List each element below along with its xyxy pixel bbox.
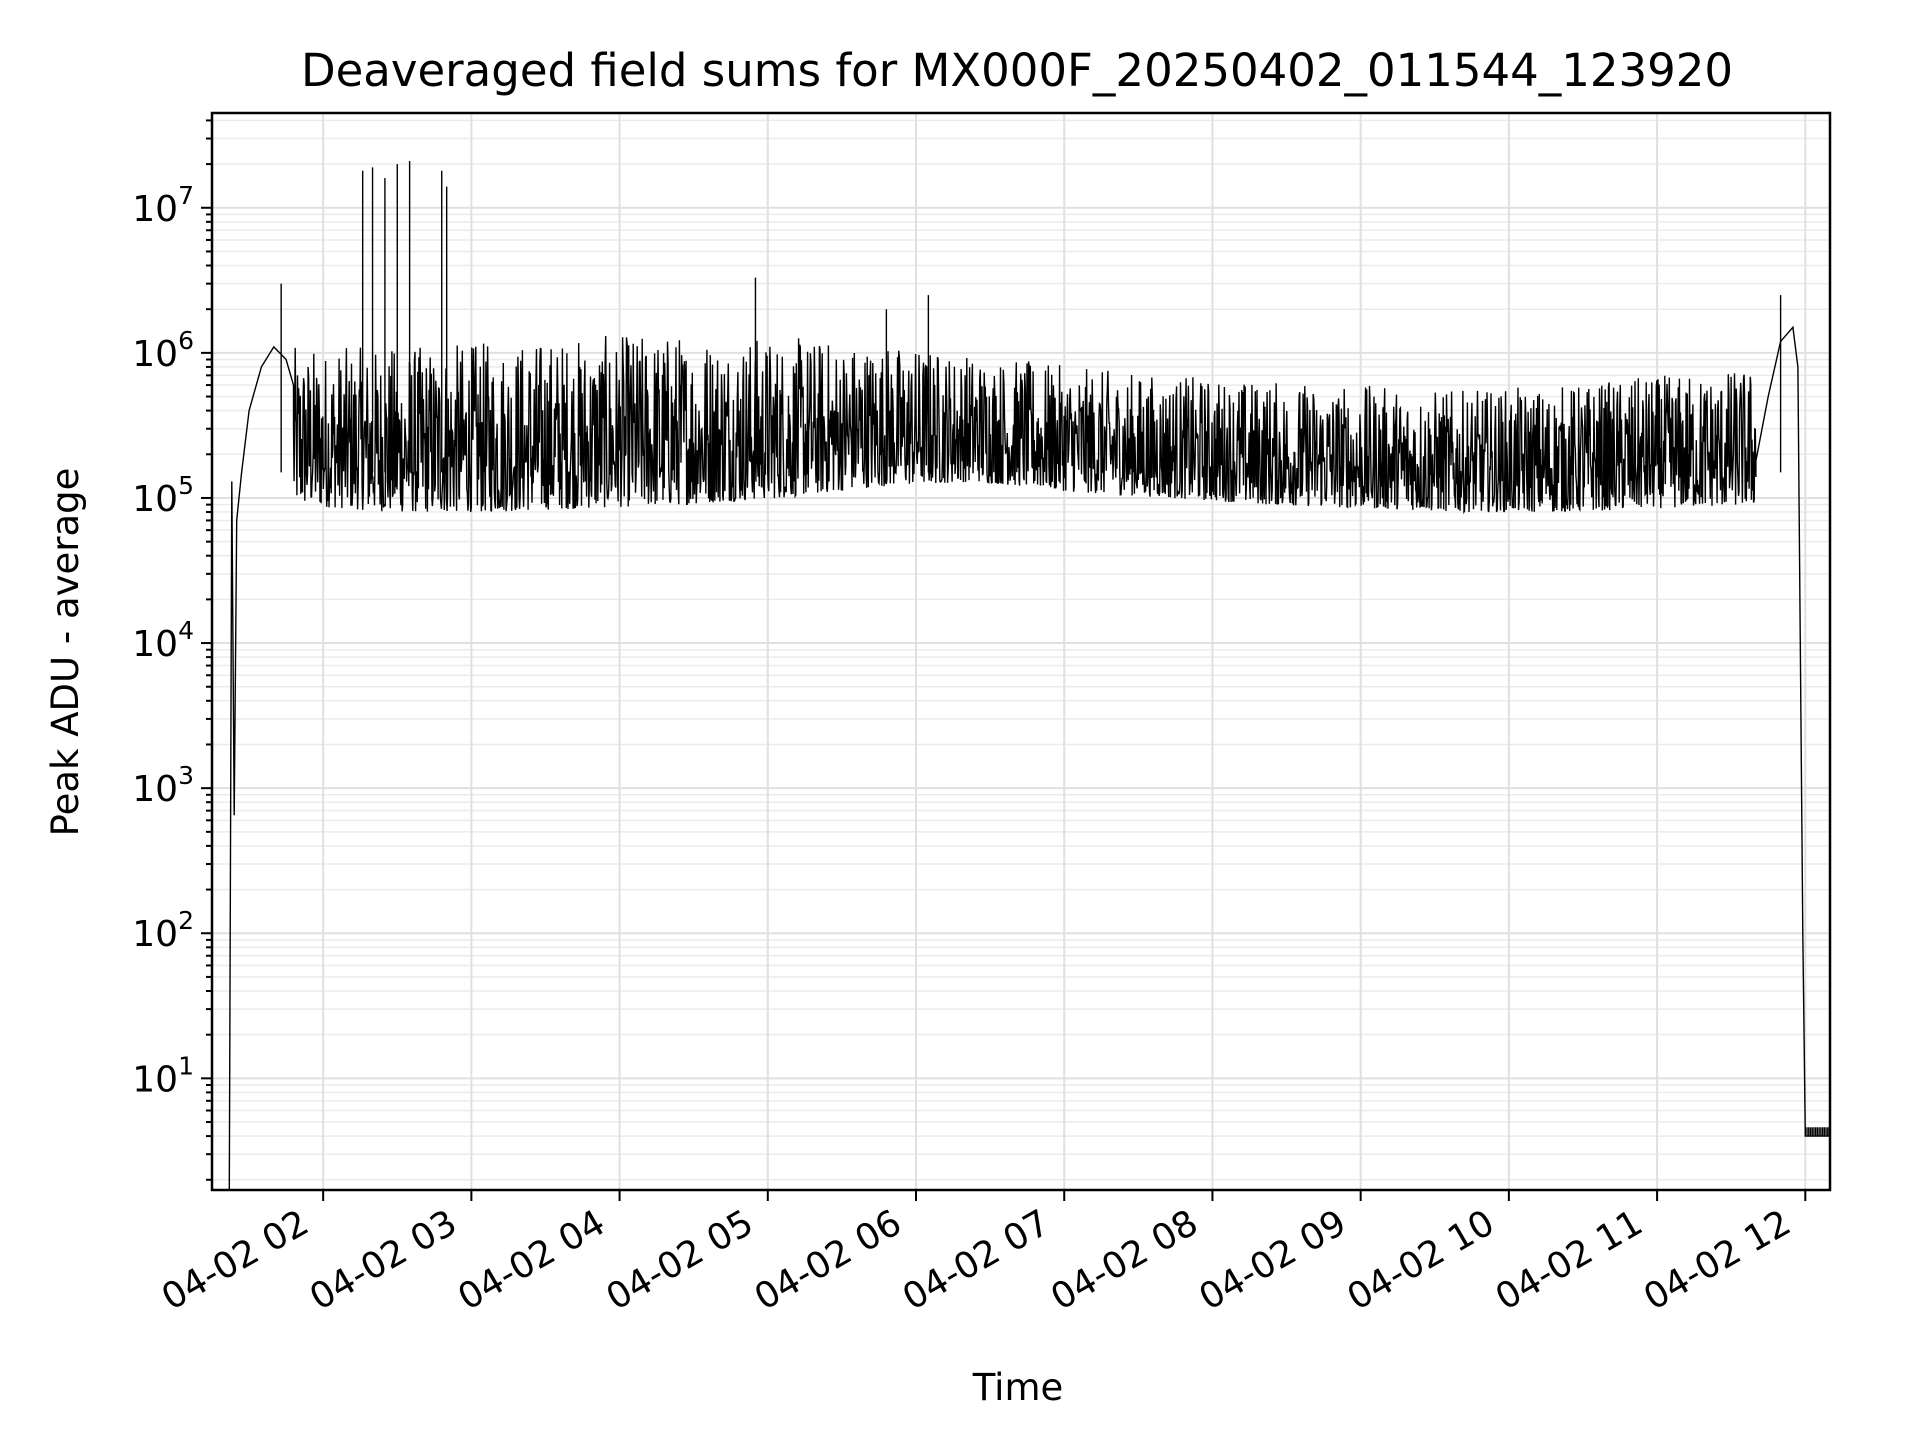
y-tick-label-exponent: 5 bbox=[178, 471, 194, 500]
y-tick-label: 104 bbox=[132, 616, 194, 665]
y-tick-label: 105 bbox=[132, 471, 194, 520]
y-tick-label: 106 bbox=[132, 326, 194, 375]
y-tick-label-exponent: 6 bbox=[178, 326, 194, 355]
plot-frame bbox=[210, 111, 1832, 1192]
y-tick-label-base: 10 bbox=[132, 624, 178, 665]
y-tick-label-exponent: 3 bbox=[178, 761, 194, 790]
y-tick-label: 102 bbox=[132, 906, 194, 955]
y-tick-label-exponent: 4 bbox=[178, 616, 194, 645]
y-axis-label: Peak ADU - average bbox=[44, 468, 87, 837]
y-tick-label-exponent: 7 bbox=[178, 181, 194, 210]
y-tick-label-base: 10 bbox=[132, 189, 178, 230]
y-tick-label-base: 10 bbox=[132, 334, 178, 375]
y-tick-label-base: 10 bbox=[132, 479, 178, 520]
y-tick-label-base: 10 bbox=[132, 769, 178, 810]
series-line bbox=[228, 325, 1830, 1191]
y-tick-label-exponent: 2 bbox=[178, 906, 194, 935]
y-tick-label-exponent: 1 bbox=[178, 1051, 194, 1080]
series-layer bbox=[228, 161, 1831, 1191]
grid bbox=[212, 113, 1830, 1190]
y-tick-label-base: 10 bbox=[132, 914, 178, 955]
chart-title: Deaveraged field sums for MX000F_2025040… bbox=[301, 44, 1733, 97]
y-tick-label-base: 10 bbox=[132, 1059, 178, 1100]
y-tick-label: 103 bbox=[132, 761, 194, 810]
x-axis-label: Time bbox=[972, 1366, 1064, 1409]
y-tick-label: 107 bbox=[132, 181, 194, 230]
y-tick-label: 101 bbox=[132, 1051, 194, 1100]
